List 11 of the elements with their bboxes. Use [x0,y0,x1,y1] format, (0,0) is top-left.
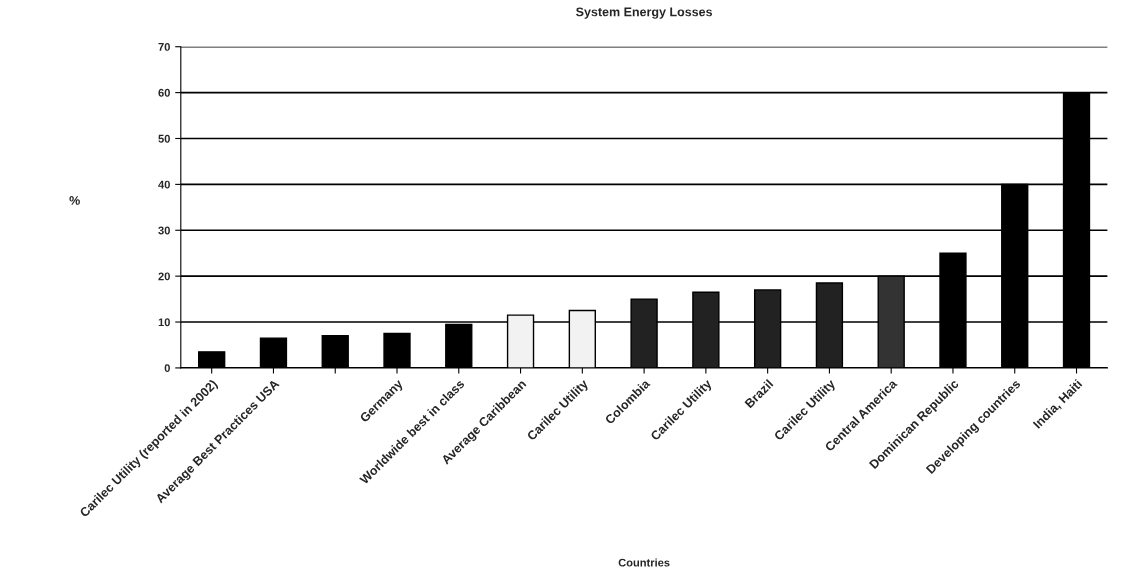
y-tick-label: 30 [158,226,170,235]
y-tick-label: 0 [164,364,170,373]
y-tick-label: 60 [158,88,170,97]
y-axis-title: % [69,196,80,205]
chart-title: System Energy Losses [576,7,713,19]
y-tick-label: 40 [158,180,170,189]
x-axis-title: Countries [618,558,670,567]
y-tick-label: 20 [158,272,170,281]
y-tick-label: 70 [158,42,170,51]
y-tick-label: 50 [158,134,170,143]
y-tick-label: 10 [158,318,170,327]
